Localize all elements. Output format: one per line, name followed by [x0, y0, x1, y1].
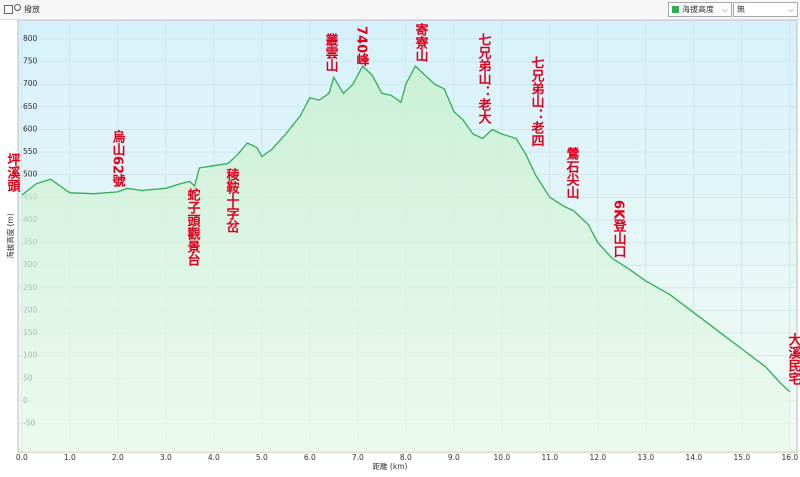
option-label: 無 [737, 5, 745, 14]
elevation-area [21, 66, 790, 452]
annotation: 6K登山口 [611, 200, 628, 259]
checkbox[interactable] [4, 5, 13, 14]
x-tick-label: 2.0 [112, 453, 124, 462]
y-tick-label: 650 [23, 102, 38, 111]
annotation: 叢雲山 [323, 32, 339, 73]
search-icon [14, 4, 21, 11]
annotation: 蛇子頭觀景台 [185, 187, 201, 267]
x-axis-label: 距離 (km) [373, 461, 408, 471]
annotation: 七兄弟山：老大 [476, 33, 493, 125]
annotation: 稜鞍十字岔 [224, 167, 240, 233]
y-tick-label: 750 [23, 57, 38, 66]
annotation: 烏山62號 [110, 129, 126, 188]
x-tick-label: 15.0 [733, 453, 750, 462]
metric-dropdown[interactable]: 海拔高度 ⌵ [668, 2, 732, 17]
x-tick-label: 13.0 [637, 453, 654, 462]
annotation: 740峰 [354, 26, 370, 68]
y-tick-label: 600 [23, 124, 38, 133]
x-tick-label: 8.0 [400, 453, 412, 462]
play-button[interactable]: 撥放 [24, 5, 40, 14]
annotation: 寄寮山 [413, 22, 430, 63]
x-tick-label: 4.0 [208, 453, 220, 462]
x-tick-label: 11.0 [541, 453, 558, 462]
metric-label: 海拔高度 [682, 5, 714, 14]
y-tick-label: 500 [23, 170, 38, 179]
x-tick-label: 0.0 [16, 453, 28, 462]
y-tick-label: 700 [23, 79, 38, 88]
x-tick-label: 6.0 [304, 453, 316, 462]
annotation: 鶯石尖山 [564, 146, 581, 200]
y-tick-label: 550 [23, 147, 38, 156]
toolbar: 撥放 海拔高度 ⌵ 無 ⌵ [0, 0, 800, 20]
x-tick-label: 1.0 [64, 453, 76, 462]
x-tick-label: 12.0 [589, 453, 606, 462]
y-axis-label: 海拔高度 (m) [5, 213, 15, 259]
x-tick-label: 3.0 [160, 453, 172, 462]
x-tick-label: 16.0 [781, 453, 798, 462]
x-tick-label: 9.0 [448, 453, 460, 462]
annotation: 七兄弟山：老四 [529, 56, 546, 147]
annotation: 坪溪頭 [5, 153, 21, 193]
annotation: 大溪民宅 [786, 332, 800, 386]
x-tick-label: 7.0 [352, 453, 364, 462]
y-tick-label: 800 [23, 34, 38, 43]
elevation-line [21, 65, 791, 393]
x-tick-label: 10.0 [493, 453, 510, 462]
x-tick-label: 14.0 [685, 453, 702, 462]
option-dropdown[interactable]: 無 ⌵ [733, 2, 798, 17]
x-tick-label: 5.0 [256, 453, 268, 462]
